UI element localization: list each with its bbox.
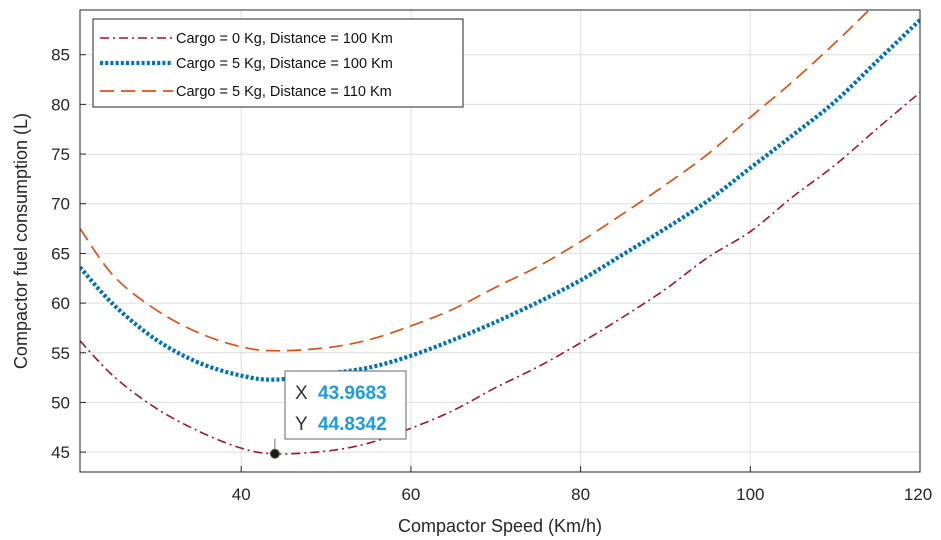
y-tick-label: 55 xyxy=(51,344,70,363)
y-tick-label: 80 xyxy=(51,95,70,114)
legend-label-series-3: Cargo = 5 Kg, Distance = 110 Km xyxy=(176,84,392,100)
data-tip-x-value: 43.9683 xyxy=(318,383,387,404)
y-tick-label: 70 xyxy=(51,195,70,214)
x-tick-label: 100 xyxy=(736,485,764,504)
y-tick-label: 60 xyxy=(51,294,70,313)
series-line-2 xyxy=(80,18,920,382)
x-axis-label: Compactor Speed (Km/h) xyxy=(398,516,602,536)
series-line-1 xyxy=(80,91,920,455)
y-tick-label: 50 xyxy=(51,393,70,412)
series-lines xyxy=(80,10,920,455)
legend[interactable]: Cargo = 0 Kg, Distance = 100 Km Cargo = … xyxy=(92,18,464,108)
y-tick-label: 85 xyxy=(51,46,70,65)
data-tip-marker[interactable] xyxy=(269,448,280,459)
plot-frame xyxy=(79,9,921,473)
data-tip-y-value: 44.8342 xyxy=(318,414,387,435)
x-tick-label: 80 xyxy=(571,485,590,504)
data-tip-box xyxy=(284,370,407,440)
y-axis-label: Compactor fuel consumption (L) xyxy=(11,113,31,369)
legend-label-series-2: Cargo = 5 Kg, Distance = 100 Km xyxy=(176,56,393,72)
data-tip[interactable]: X 43.9683 Y 44.8342 xyxy=(269,370,407,459)
legend-label-series-1: Cargo = 0 Kg, Distance = 100 Km xyxy=(176,31,393,47)
x-tick-label: 60 xyxy=(401,485,420,504)
y-tick-label: 45 xyxy=(51,443,70,462)
y-tick-label: 75 xyxy=(51,145,70,164)
x-tick-label: 120 xyxy=(904,485,932,504)
tick-labels: 40 60 80 100 120 45 50 55 60 65 70 75 80 85 xyxy=(51,46,932,504)
data-tip-x-label: X xyxy=(295,383,308,404)
series-line-3 xyxy=(80,10,870,352)
x-tick-label: 40 xyxy=(232,485,251,504)
data-tip-y-label: Y xyxy=(295,414,308,435)
y-tick-label: 65 xyxy=(51,244,70,263)
